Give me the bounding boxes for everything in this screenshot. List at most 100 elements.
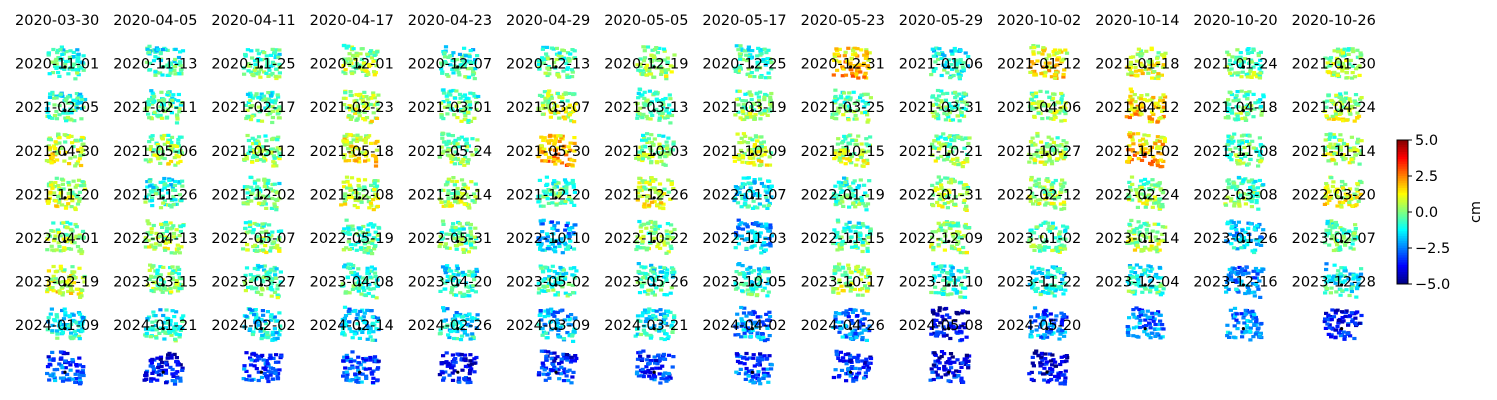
deformation-pixel (1347, 200, 1352, 204)
deformation-pixel (965, 157, 970, 161)
deformation-pixel (755, 147, 760, 151)
deformation-pixel (540, 47, 545, 51)
deformation-pixel (842, 176, 847, 180)
deformation-pixel (654, 97, 659, 101)
deformation-pixel (1325, 61, 1330, 65)
deformation-pixel (162, 246, 167, 250)
deformation-pixel (146, 238, 151, 242)
deformation-pixel (365, 54, 371, 58)
deformation-pixel (1356, 137, 1361, 141)
deformation-pixel (738, 116, 743, 120)
deformation-pixel (75, 48, 80, 52)
deformation-pixel (168, 71, 173, 75)
deformation-pixel (665, 56, 670, 60)
deformation-pixel (355, 117, 360, 121)
deformation-pixel (935, 200, 940, 205)
deformation-pixel (348, 154, 353, 158)
deformation-pixel (671, 140, 676, 144)
deformation-pixel (1033, 91, 1039, 95)
deformation-pixel (942, 248, 947, 252)
deformation-pixel (257, 149, 262, 153)
deformation-pixel (250, 114, 255, 118)
deformation-pixel (842, 229, 847, 233)
deformation-pixel (546, 106, 551, 110)
deformation-pixel (953, 146, 958, 150)
deformation-pixel (268, 53, 273, 57)
deformation-pixel (163, 241, 168, 245)
deformation-pixel (54, 117, 60, 121)
deformation-pixel (847, 98, 853, 102)
reference-point (259, 109, 263, 113)
deformation-pixel (748, 74, 753, 78)
deformation-pixel (847, 220, 852, 224)
deformation-pixel (252, 248, 257, 252)
deformation-pixel (265, 60, 270, 64)
deformation-pixel (373, 230, 378, 234)
deformation-pixel (1057, 232, 1062, 236)
deformation-pixel (1128, 63, 1133, 67)
deformation-pixel (1229, 219, 1234, 223)
deformation-pixel (929, 242, 934, 246)
deformation-pixel (1146, 193, 1151, 197)
deformation-pixel (266, 74, 271, 78)
deformation-pixel (1143, 67, 1148, 72)
deformation-pixel (458, 96, 463, 100)
deformation-pixel (256, 119, 261, 123)
deformation-pixel (746, 45, 751, 49)
deformation-pixel (1145, 151, 1150, 155)
deformation-pixel (962, 198, 967, 202)
deformation-pixel (453, 145, 458, 149)
deformation-pixel (253, 94, 258, 98)
deformation-panel (241, 220, 284, 255)
deformation-pixel (1151, 247, 1156, 251)
deformation-pixel (1138, 61, 1143, 65)
deformation-pixel (357, 192, 362, 196)
deformation-panel (143, 219, 186, 255)
deformation-pixel (447, 232, 452, 236)
deformation-pixel (256, 142, 261, 146)
deformation-pixel (1153, 198, 1158, 203)
deformation-pixel (743, 197, 748, 201)
deformation-pixel (59, 177, 64, 181)
deformation-pixel (961, 106, 966, 110)
deformation-pixel (254, 66, 259, 70)
deformation-pixel (751, 193, 756, 197)
deformation-pixel (555, 73, 560, 77)
deformation-pixel (1059, 99, 1064, 103)
deformation-pixel (450, 153, 455, 157)
deformation-pixel (150, 196, 155, 200)
deformation-pixel (768, 100, 773, 104)
deformation-pixel (264, 64, 269, 68)
deformation-pixel (1052, 204, 1057, 208)
deformation-pixel (753, 240, 759, 244)
deformation-pixel (946, 188, 951, 192)
deformation-pixel (349, 115, 355, 119)
deformation-pixel (563, 234, 568, 238)
deformation-pixel (1138, 139, 1143, 143)
deformation-pixel (1133, 69, 1139, 73)
deformation-pixel (668, 230, 674, 234)
deformation-pixel (178, 50, 183, 54)
deformation-panel (243, 90, 283, 125)
deformation-pixel (444, 246, 450, 250)
deformation-pixel (71, 50, 76, 54)
deformation-pixel (1059, 152, 1064, 156)
deformation-pixel (849, 56, 854, 60)
deformation-pixel (950, 150, 955, 154)
deformation-pixel (536, 200, 541, 204)
deformation-pixel (254, 187, 259, 191)
deformation-pixel (856, 76, 861, 80)
deformation-pixel (267, 238, 272, 242)
deformation-pixel (1162, 55, 1167, 60)
deformation-pixel (751, 199, 756, 203)
deformation-pixel (156, 109, 161, 113)
deformation-pixel (642, 202, 647, 206)
deformation-pixel (455, 190, 460, 194)
deformation-pixel (764, 163, 769, 167)
deformation-pixel (1232, 181, 1237, 185)
deformation-pixel (554, 185, 559, 189)
deformation-pixel (61, 248, 66, 252)
deformation-pixel (658, 246, 663, 250)
deformation-pixel (1044, 201, 1049, 205)
deformation-pixel (352, 99, 357, 103)
